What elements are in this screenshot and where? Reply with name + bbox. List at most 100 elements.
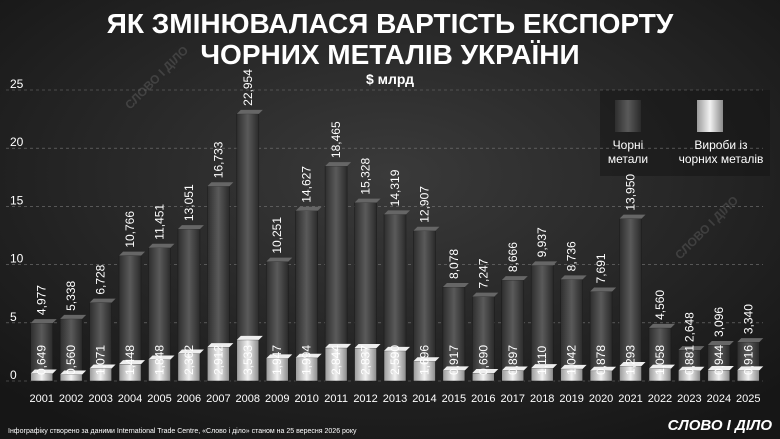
bar-top	[648, 323, 675, 328]
bar-top	[354, 343, 381, 348]
value-label: 8,666	[506, 242, 520, 272]
bar-top	[413, 357, 440, 362]
bar-top	[89, 298, 116, 303]
value-label: 6,728	[94, 264, 108, 294]
bar-top	[531, 364, 558, 369]
bar-top	[354, 198, 381, 203]
bar-top	[501, 276, 528, 281]
bar-top	[472, 292, 499, 297]
x-tick-label: 2013	[383, 393, 407, 405]
x-tick-label: 2022	[648, 393, 672, 405]
value-label: 18,465	[329, 121, 343, 158]
x-tick-label: 2014	[412, 393, 436, 405]
x-tick-label: 2006	[177, 393, 201, 405]
bar-top	[442, 366, 469, 371]
y-tick-label: 5	[10, 310, 17, 324]
bar-top	[60, 314, 87, 319]
x-tick-label: 2021	[618, 393, 642, 405]
value-label: 16,733	[211, 141, 225, 178]
value-label: 7,691	[594, 253, 608, 283]
value-label: 14,627	[300, 166, 314, 203]
y-tick-label: 10	[10, 252, 24, 266]
x-tick-label: 2009	[265, 393, 289, 405]
value-label: 0,560	[64, 345, 78, 375]
y-tick-label: 20	[10, 135, 24, 149]
x-tick-label: 2002	[59, 393, 83, 405]
x-tick-label: 2018	[530, 393, 554, 405]
bar-top	[30, 369, 57, 374]
bar-top	[531, 261, 558, 266]
bar-top	[707, 366, 734, 371]
value-label: 0,649	[35, 345, 49, 375]
x-tick-label: 2004	[118, 393, 142, 405]
bar-top	[619, 214, 646, 219]
value-label: 0,917	[447, 345, 461, 375]
bar-top	[707, 340, 734, 345]
value-label: 2,912	[211, 345, 225, 375]
y-tick-label: 0	[10, 368, 17, 382]
value-label: 14,319	[388, 169, 402, 206]
bar-top	[560, 275, 587, 280]
value-label: 1,058	[653, 345, 667, 375]
bar-top	[384, 346, 410, 351]
bar-top	[737, 366, 764, 371]
bar-top	[148, 355, 175, 360]
bar-top	[442, 282, 469, 287]
value-label: 0,690	[476, 345, 490, 375]
x-tick-label: 2024	[707, 393, 731, 405]
value-label: 0,878	[594, 345, 608, 375]
value-label: 22,954	[241, 69, 255, 106]
value-label: 11,451	[152, 204, 166, 240]
value-label: 0,944	[712, 345, 726, 375]
value-label: 0,916	[741, 345, 755, 375]
x-tick-label: 2012	[353, 393, 377, 405]
value-label: 10,766	[123, 211, 137, 248]
bar-top	[590, 366, 617, 371]
x-tick-label: 2016	[471, 393, 495, 405]
x-tick-label: 2020	[589, 393, 613, 405]
bar-top	[325, 343, 352, 348]
value-label: 7,247	[476, 258, 490, 288]
bar-top	[30, 319, 57, 324]
value-label: 3,340	[741, 304, 755, 334]
bar-top	[384, 210, 410, 215]
bar-top	[236, 335, 263, 340]
x-tick-label: 2001	[29, 393, 53, 405]
value-label: 2,844	[329, 345, 343, 375]
bar-top	[119, 360, 146, 365]
bar-top	[560, 364, 587, 369]
value-label: 2,837	[359, 345, 373, 375]
x-tick-label: 2005	[147, 393, 171, 405]
legend-entry: Чорні метали	[607, 138, 649, 166]
x-tick-label: 2010	[294, 393, 318, 405]
value-label: 3,533	[241, 345, 255, 375]
bar-top	[266, 257, 293, 262]
logo: СЛОВО І ДІЛО	[668, 417, 773, 434]
value-label: 4,977	[35, 285, 49, 315]
value-label: 9,937	[535, 227, 549, 257]
bar-top	[501, 366, 528, 371]
y-tick-label: 25	[10, 77, 24, 91]
value-label: 8,078	[447, 249, 461, 279]
value-label: 0,881	[682, 345, 696, 375]
bar-top	[266, 354, 293, 359]
bar-top	[177, 225, 204, 230]
bar-top	[590, 287, 617, 292]
value-label: 1,994	[300, 345, 314, 375]
bar-top	[619, 361, 646, 366]
bar-top	[60, 370, 87, 375]
value-label: 1,448	[123, 345, 137, 375]
x-tick-label: 2007	[206, 393, 230, 405]
bar-top	[236, 109, 263, 114]
value-label: 4,560	[653, 290, 667, 320]
value-label: 5,338	[64, 281, 78, 311]
bar-top	[648, 364, 675, 369]
bar-top	[207, 343, 234, 348]
bar-top	[678, 366, 705, 371]
footnote: Інфографіку створено за даними Internati…	[8, 427, 357, 435]
bar-top	[413, 226, 440, 231]
value-label: 13,950	[624, 174, 638, 211]
value-label: 1,293	[624, 345, 638, 375]
